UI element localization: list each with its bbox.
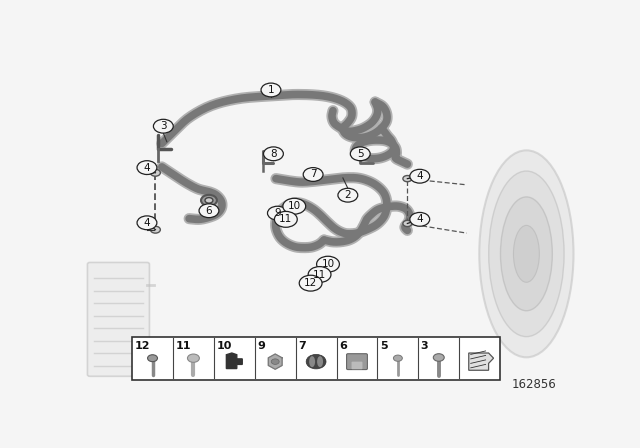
Circle shape [410,212,429,226]
Circle shape [148,355,157,362]
Circle shape [308,267,331,283]
Circle shape [150,226,161,233]
Ellipse shape [306,354,326,369]
FancyBboxPatch shape [88,263,150,376]
Text: 11: 11 [313,270,326,280]
Circle shape [433,354,444,361]
Circle shape [268,206,287,220]
Text: 4: 4 [417,171,423,181]
Circle shape [201,195,217,206]
Circle shape [410,169,429,183]
Text: 10: 10 [216,341,232,351]
Text: 6: 6 [339,341,347,351]
Ellipse shape [479,151,573,358]
Text: 2: 2 [344,190,351,200]
Circle shape [317,256,339,272]
Text: 4: 4 [143,218,150,228]
Circle shape [338,188,358,202]
Text: 7: 7 [310,169,316,180]
Text: 12: 12 [134,341,150,351]
Text: 9: 9 [257,341,265,351]
Text: 1: 1 [268,85,275,95]
Text: 7: 7 [298,341,306,351]
Ellipse shape [309,356,315,367]
Circle shape [275,211,297,227]
Polygon shape [268,354,282,369]
Bar [132,336,500,380]
Text: 9: 9 [274,208,281,218]
Text: 4: 4 [417,214,423,224]
Text: 5: 5 [380,341,388,351]
Ellipse shape [317,356,323,367]
Text: 10: 10 [288,201,301,211]
Text: 162856: 162856 [511,378,556,391]
Circle shape [137,161,157,174]
Circle shape [300,275,322,291]
Circle shape [205,198,213,203]
Circle shape [283,198,306,214]
Text: 3: 3 [421,341,428,351]
Text: 12: 12 [304,278,317,288]
Circle shape [403,176,412,182]
Circle shape [199,204,219,218]
Circle shape [150,169,161,176]
Text: 10: 10 [321,259,335,269]
Circle shape [394,355,403,361]
Circle shape [264,147,284,161]
Polygon shape [468,353,493,370]
FancyBboxPatch shape [351,362,362,369]
Circle shape [188,354,200,362]
Ellipse shape [513,225,540,282]
Text: 6: 6 [205,206,212,216]
Circle shape [261,83,281,97]
Text: 4: 4 [143,163,150,172]
Text: 3: 3 [160,121,166,131]
FancyBboxPatch shape [347,354,367,370]
Ellipse shape [500,197,552,311]
Circle shape [403,220,412,227]
Text: 5: 5 [357,149,364,159]
Text: 11: 11 [175,341,191,351]
Circle shape [271,359,279,364]
Text: 8: 8 [270,149,276,159]
Text: 11: 11 [279,214,292,224]
Ellipse shape [489,171,564,336]
Circle shape [350,147,370,161]
Polygon shape [227,353,243,369]
Circle shape [154,119,173,133]
Circle shape [303,168,323,181]
Circle shape [137,216,157,230]
